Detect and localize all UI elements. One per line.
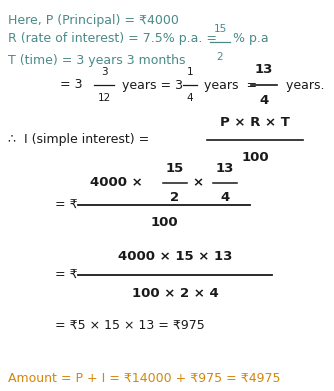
- Text: 4: 4: [187, 93, 193, 103]
- Text: Amount = P + I = ₹14000 + ₹975 = ₹4975: Amount = P + I = ₹14000 + ₹975 = ₹4975: [8, 371, 281, 384]
- Text: = 3: = 3: [60, 79, 82, 91]
- Text: 3: 3: [101, 67, 107, 77]
- Text: 100: 100: [150, 216, 178, 229]
- Text: T (time) = 3 years 3 months: T (time) = 3 years 3 months: [8, 54, 185, 67]
- Text: 4000 ×: 4000 ×: [90, 176, 143, 190]
- Text: 1: 1: [187, 67, 193, 77]
- Text: 2: 2: [217, 52, 223, 62]
- Text: = ₹: = ₹: [55, 199, 77, 212]
- Text: 13: 13: [255, 63, 273, 76]
- Text: P × R × T: P × R × T: [220, 116, 290, 129]
- Text: ∴  I (simple interest) =: ∴ I (simple interest) =: [8, 133, 153, 147]
- Text: years.: years.: [282, 79, 325, 91]
- Text: ×: ×: [192, 176, 203, 190]
- Text: = ₹: = ₹: [55, 269, 77, 282]
- Text: years = 3: years = 3: [118, 79, 183, 91]
- Text: 100 × 2 × 4: 100 × 2 × 4: [132, 287, 218, 300]
- Text: = ₹5 × 15 × 13 = ₹975: = ₹5 × 15 × 13 = ₹975: [55, 319, 205, 332]
- Text: 12: 12: [98, 93, 111, 103]
- Text: 2: 2: [170, 191, 180, 204]
- Text: 15: 15: [213, 24, 227, 34]
- Text: % p.a: % p.a: [233, 32, 269, 45]
- Text: 4: 4: [220, 191, 230, 204]
- Text: 4000 × 15 × 13: 4000 × 15 × 13: [118, 250, 232, 263]
- Text: years  =: years =: [200, 79, 257, 91]
- Text: R (rate of interest) = 7.5% p.a. =: R (rate of interest) = 7.5% p.a. =: [8, 32, 221, 45]
- Text: 13: 13: [216, 162, 234, 175]
- Text: 15: 15: [166, 162, 184, 175]
- Text: 4: 4: [260, 94, 269, 107]
- Text: 100: 100: [241, 151, 269, 164]
- Text: Here, P (Principal) = ₹4000: Here, P (Principal) = ₹4000: [8, 14, 179, 27]
